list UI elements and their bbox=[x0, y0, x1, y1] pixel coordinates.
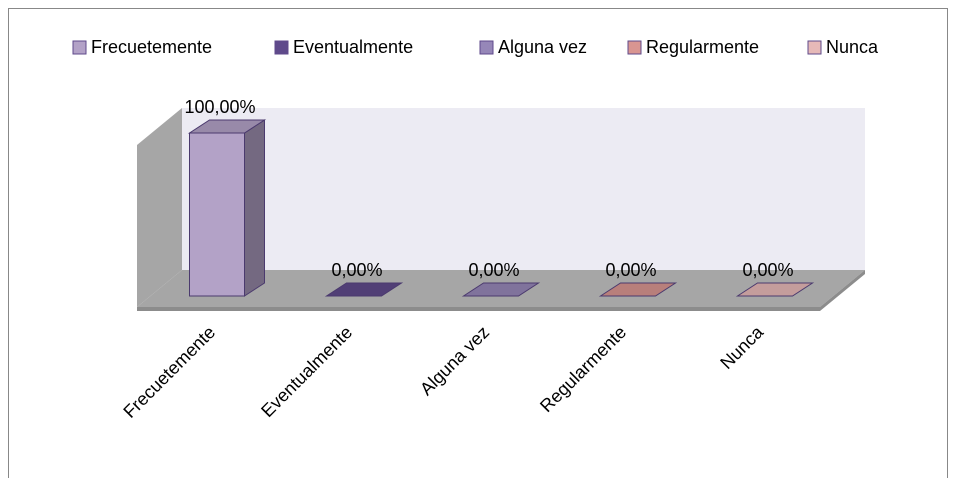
legend-swatch bbox=[479, 40, 494, 55]
legend-label: Nunca bbox=[826, 37, 879, 57]
bar bbox=[187, 119, 267, 297]
data-label: 0,00% bbox=[742, 260, 793, 280]
floor-edge bbox=[820, 270, 865, 311]
bar bbox=[461, 282, 541, 297]
bar-front bbox=[189, 132, 245, 297]
legend-label: Regularmente bbox=[646, 37, 759, 57]
legend-label: Frecuetemente bbox=[91, 37, 212, 57]
bar-top bbox=[735, 282, 815, 297]
legend-swatch bbox=[807, 40, 822, 55]
floor-edge bbox=[137, 307, 820, 311]
legend-label: Eventualmente bbox=[293, 37, 413, 57]
legend-swatch bbox=[72, 40, 87, 55]
bar-top bbox=[461, 282, 541, 297]
bar bbox=[598, 282, 678, 297]
legend-swatch bbox=[627, 40, 642, 55]
bar bbox=[324, 282, 404, 297]
data-label: 0,00% bbox=[331, 260, 382, 280]
bar-top bbox=[187, 119, 267, 134]
data-label: 0,00% bbox=[605, 260, 656, 280]
legend-label: Alguna vez bbox=[498, 37, 587, 57]
bar-side bbox=[244, 119, 265, 297]
side-wall bbox=[137, 108, 182, 307]
legend-swatch bbox=[274, 40, 289, 55]
bar-top bbox=[324, 282, 404, 297]
data-label: 100,00% bbox=[184, 97, 255, 117]
back-wall bbox=[182, 108, 865, 270]
data-label: 0,00% bbox=[468, 260, 519, 280]
bar-top bbox=[598, 282, 678, 297]
bar bbox=[735, 282, 815, 297]
